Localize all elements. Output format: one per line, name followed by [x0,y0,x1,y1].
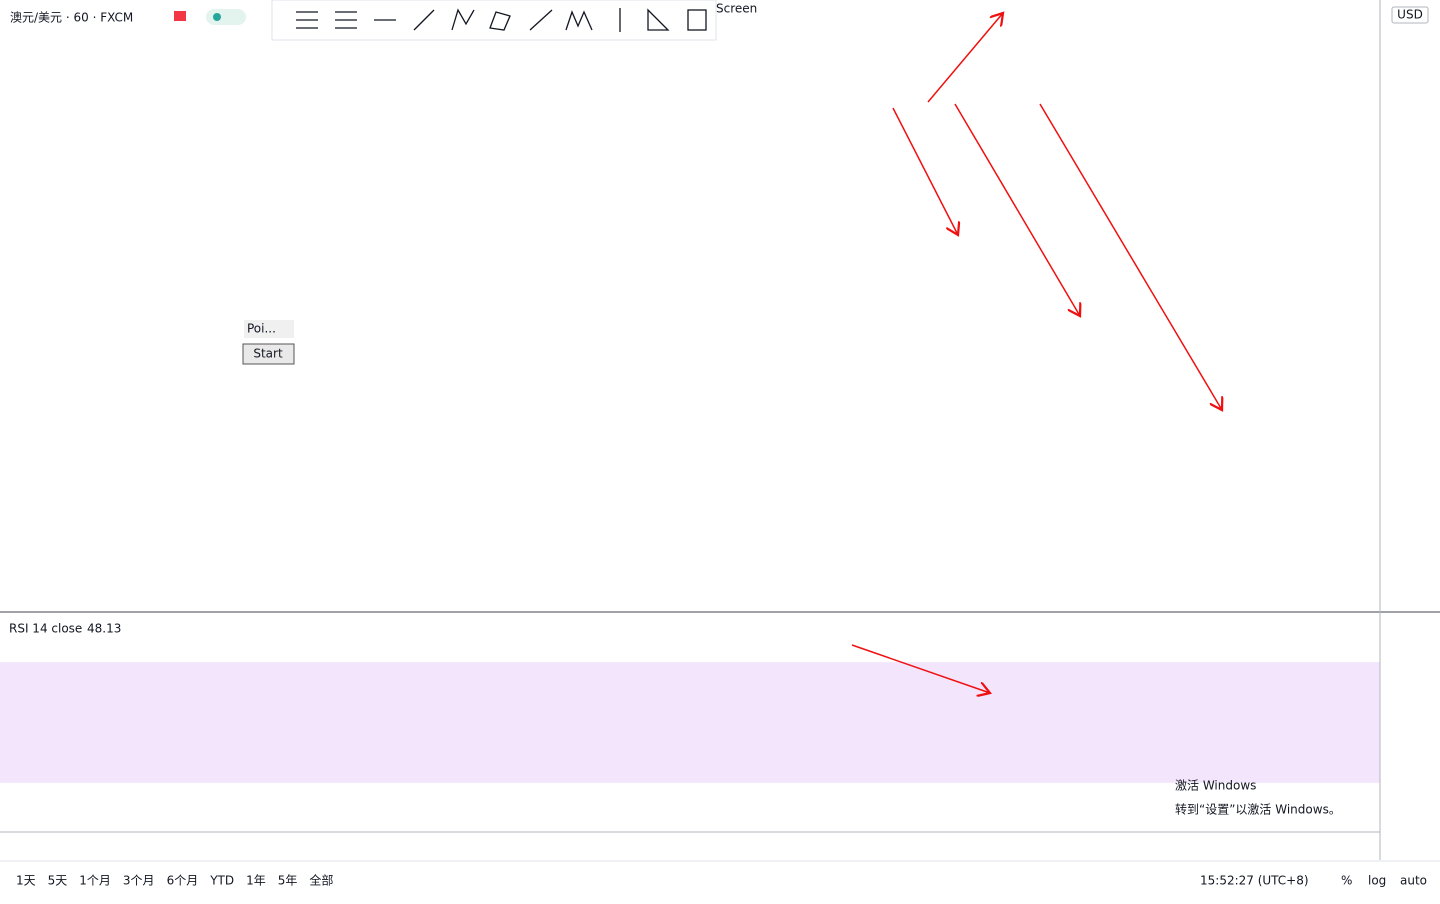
start-label: Start [253,347,283,361]
percent-btn[interactable]: % [1341,874,1352,888]
range-button[interactable]: YTD [209,874,234,888]
icon [529,9,553,31]
start-button[interactable] [242,343,295,365]
toolbar-icons [296,8,707,32]
point-widget [244,320,294,338]
arrow [954,103,1080,316]
point-label: Poi... [247,322,276,336]
arrow [892,107,958,235]
arrow [1039,103,1222,410]
range-button[interactable]: 5年 [278,874,298,888]
range-button[interactable]: 全部 [309,873,333,888]
range-button[interactable]: 1个月 [79,874,111,888]
range-button[interactable]: 6个月 [167,874,199,888]
flag-icon [174,11,186,21]
rsi-band [0,662,1380,783]
icon [565,10,593,31]
log-btn[interactable]: log [1368,874,1386,888]
status-dot [213,13,221,21]
arrow [851,644,990,693]
rsi-title: RSI 14 close [9,622,82,636]
icon [687,9,707,31]
icon [296,11,318,29]
arrows [851,13,1222,693]
currency: USD [1397,8,1423,22]
rsi-value: 48.13 [87,622,121,636]
clock: 15:52:27 (UTC+8) [1200,874,1309,888]
arrow [927,13,1003,103]
range-button[interactable]: 5天 [48,874,68,888]
icon [647,8,670,31]
range-button[interactable]: 3个月 [123,874,155,888]
range-button[interactable]: 1天 [16,874,36,888]
currency-box[interactable] [1391,6,1429,24]
status-toggle [206,9,246,25]
auto-btn[interactable]: auto [1400,874,1427,888]
icon [335,11,357,29]
icon [489,11,511,31]
icon [413,9,435,31]
watermark: 转到“设置”以激活 Windows。 [1175,802,1341,817]
range-button[interactable]: 1年 [246,874,266,888]
icon [451,8,475,31]
watermark: 激活 Windows [1175,779,1256,793]
symbol-title: 澳元/美元 · 60 · FXCM [10,11,133,25]
screen-label: Screen [716,2,757,16]
